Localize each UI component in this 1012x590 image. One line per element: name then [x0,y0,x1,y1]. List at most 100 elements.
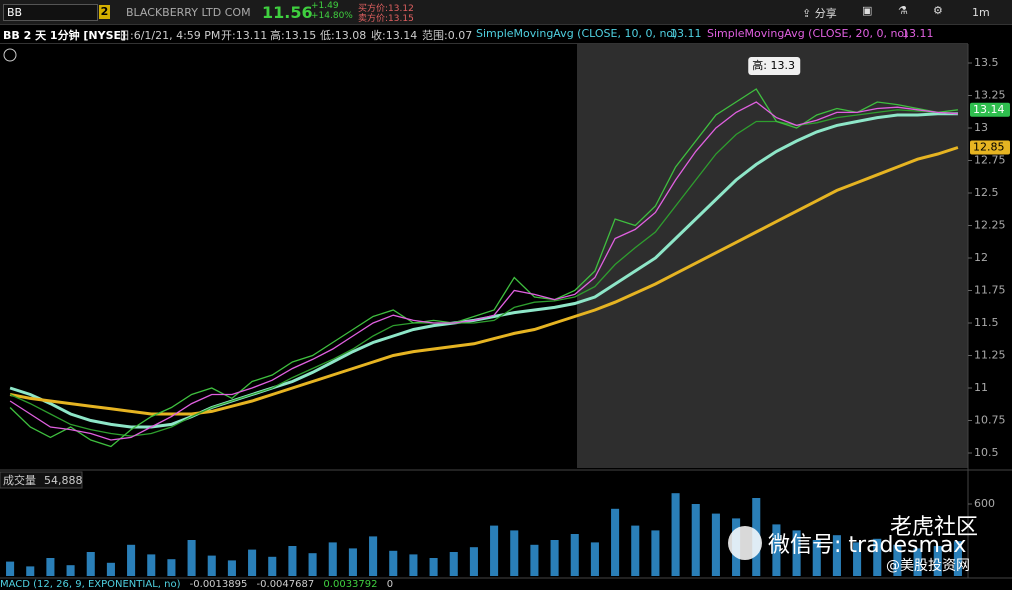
series-line [9,88,958,448]
volume-bar [328,542,337,576]
volume-bar [933,546,942,576]
volume-bar [147,554,156,576]
volume-bar [167,559,176,576]
volume-bar [389,550,398,576]
volume-bar [227,560,236,576]
volume-bar [953,541,962,576]
icon-button[interactable]: ⚗ [898,4,908,17]
settings-button[interactable]: ⚙ [933,4,943,17]
sma10-label: SimpleMovingAvg (CLOSE, 10, 0, no) [476,27,678,40]
volume-bar [812,540,821,576]
y-tick-label: 600 [974,497,995,510]
volume-bar [127,544,136,576]
volume-bar [671,493,680,576]
macd-bar: MACD (12, 26, 9, EXPONENTIAL, no) -0.001… [0,579,393,590]
volume-bar [853,542,862,576]
annotation: 高: 13.3 [752,58,795,72]
icon-button[interactable]: ▣ [862,4,873,17]
open: 开:13.11 [221,29,268,42]
volume-bar [66,565,75,576]
volume-value: 54,888 [44,474,83,487]
y-tick-label: 13.25 [974,89,1006,102]
volume-header [0,471,83,489]
range: 范围:0.07 [422,29,473,42]
series-line [9,146,959,416]
volume-bar [469,547,478,576]
link-badge[interactable]: 2 [99,5,110,19]
volume-bar [631,525,640,576]
high: 高:13.15 [270,29,317,42]
y-tick-label: 11.5 [974,316,999,329]
volume-bar [248,549,257,576]
sma20-value: 13.11 [902,27,934,40]
volume-bar [550,540,559,576]
volume-bar [570,534,579,576]
y-tick-label: 10.75 [974,414,1006,427]
volume-bar [409,554,418,576]
volume-bar [6,561,15,576]
toolbar [0,0,1012,25]
volume-bar [772,524,781,576]
macd-diff: 0.0033792 [323,579,378,590]
share-button[interactable]: ⇪ 分享 [802,7,837,20]
symbol-input[interactable]: BB [3,4,98,21]
share-label: 分享 [814,7,837,20]
volume-title: 成交量 [3,473,36,487]
change: +1.49 [311,1,339,11]
volume-bar [651,530,660,576]
wechat-icon [728,526,762,560]
timeframe-button[interactable]: 1m [972,6,990,19]
volume-bar [792,530,801,576]
volume-bar [26,566,35,576]
sma20-label: SimpleMovingAvg (CLOSE, 20, 0, no) [707,27,909,40]
macd-avg: -0.0047687 [256,579,315,590]
macd-label: MACD (12, 26, 9, EXPONENTIAL, no) [0,579,181,590]
watermark: 微信号: tradesmax 老虎社区 @美股投资网 [728,515,978,574]
price-tag [970,102,1010,117]
volume-bar [913,548,922,576]
y-tick-label: 13 [974,121,988,134]
change-pct: +14.80% [311,11,353,21]
watermark-wechat: 微信号: tradesmax [768,533,966,558]
volume-bar [187,540,196,576]
chart-title: BB 2 天 1分钟 [NYSE] [3,29,127,42]
session-shade [577,44,968,468]
volume-bar [348,548,357,576]
ask: 卖方价:13.15 [358,14,414,24]
volume-bar [590,542,599,576]
info-icon[interactable] [3,48,17,62]
volume-bar [268,556,277,576]
annotation-box [748,57,801,75]
y-tick-label: 12.75 [974,154,1006,167]
macd-zero: 0 [386,579,394,590]
volume-bar [288,546,297,576]
low: 低:13.08 [320,29,367,42]
bid: 买方价:13.12 [358,4,414,14]
volume-bar [873,538,882,576]
y-tick-label: 12.5 [974,186,999,199]
y-tick-label: 11 [974,381,988,394]
volume-bar [46,558,55,576]
series-line [9,101,958,441]
y-tick-label: 12.25 [974,219,1006,232]
volume-bar [611,508,620,576]
sma10-value: 13.11 [670,27,702,40]
y-tick-label: 13.5 [974,56,999,69]
volume-bar [490,525,499,576]
volume-bar [711,513,720,576]
volume-bar [308,553,317,576]
volume-bar [893,544,902,576]
volume-bar [832,535,841,576]
y-tick-label: 10.5 [974,446,999,459]
price-tag [970,140,1010,155]
date: 日:6/1/21, 4:59 PM [119,29,221,42]
volume-bar [369,536,378,576]
watermark-community: 老虎社区 [890,515,978,540]
volume-bar [429,558,438,576]
y-tick-label: 11.75 [974,284,1006,297]
volume-bar [207,555,216,576]
y-tick-label: 12 [974,251,988,264]
y-tick-label: 11.25 [974,349,1006,362]
